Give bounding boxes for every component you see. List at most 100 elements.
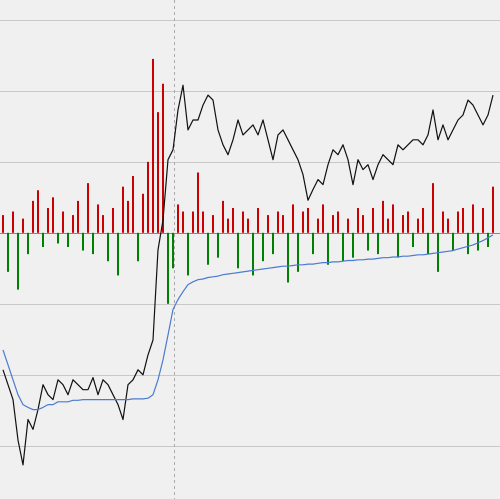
bar	[262, 232, 264, 262]
bar	[472, 204, 474, 233]
bar	[57, 232, 59, 244]
bar	[132, 176, 134, 233]
bar	[47, 207, 49, 233]
bar	[102, 215, 104, 233]
bar	[362, 215, 364, 233]
bar	[12, 211, 14, 233]
bar	[292, 204, 294, 233]
bar	[162, 83, 164, 233]
bar	[457, 211, 459, 233]
bar	[52, 197, 54, 233]
bar	[462, 207, 464, 233]
bar	[107, 232, 109, 262]
bar	[392, 204, 394, 233]
bar	[372, 207, 374, 233]
bar	[22, 218, 24, 233]
bar	[367, 232, 369, 251]
bar	[487, 232, 489, 248]
bar	[72, 215, 74, 233]
bar	[427, 232, 429, 255]
bar	[67, 232, 69, 248]
bar	[267, 215, 269, 233]
bar	[212, 215, 214, 233]
bar	[387, 218, 389, 233]
bar	[77, 200, 79, 233]
bar	[117, 232, 119, 276]
bar	[177, 204, 179, 233]
bar	[382, 200, 384, 233]
bar	[322, 204, 324, 233]
bar	[32, 200, 34, 233]
bar	[402, 215, 404, 233]
bar	[182, 211, 184, 233]
bar	[417, 218, 419, 233]
bar	[112, 207, 114, 233]
bar	[232, 207, 234, 233]
bar	[2, 215, 4, 233]
bar	[317, 218, 319, 233]
bar	[257, 207, 259, 233]
bar	[187, 232, 189, 276]
bar	[307, 207, 309, 233]
bar	[477, 232, 479, 251]
bar	[157, 112, 159, 233]
bar	[42, 232, 44, 248]
bar	[332, 215, 334, 233]
bar	[337, 211, 339, 233]
bar	[217, 232, 219, 258]
bar	[227, 218, 229, 233]
bar	[222, 200, 224, 233]
bar	[127, 200, 129, 233]
bar	[92, 232, 94, 255]
bar	[252, 232, 254, 276]
bar	[167, 232, 169, 304]
bar	[327, 232, 329, 265]
bar	[242, 211, 244, 233]
bar	[422, 207, 424, 233]
bar	[407, 211, 409, 233]
bar	[7, 232, 9, 272]
bar	[147, 161, 149, 233]
bar	[357, 207, 359, 233]
bar	[347, 218, 349, 233]
bar	[297, 232, 299, 272]
line	[2, 234, 494, 411]
bar	[122, 186, 124, 233]
bar	[197, 172, 199, 233]
bar	[137, 232, 139, 262]
bar	[452, 232, 454, 251]
bar	[172, 232, 174, 269]
bar	[87, 183, 89, 233]
bar	[492, 186, 494, 233]
bar	[27, 232, 29, 255]
bar	[287, 232, 289, 283]
bar	[62, 211, 64, 233]
bar	[447, 218, 449, 233]
bar	[277, 211, 279, 233]
bar	[412, 232, 414, 248]
bar	[142, 193, 144, 233]
bar	[352, 232, 354, 258]
bar	[432, 183, 434, 233]
bar	[202, 211, 204, 233]
bar	[397, 232, 399, 258]
bar	[312, 232, 314, 255]
bar	[282, 215, 284, 233]
bar	[97, 204, 99, 233]
bar	[237, 232, 239, 269]
bar	[192, 211, 194, 233]
bar	[82, 232, 84, 251]
bar	[17, 232, 19, 290]
bar	[247, 218, 249, 233]
bar	[467, 232, 469, 255]
bar	[207, 232, 209, 265]
bar	[272, 232, 274, 255]
bar	[377, 232, 379, 255]
bar	[152, 58, 154, 233]
line	[2, 84, 494, 466]
bar	[37, 190, 39, 233]
bar	[482, 207, 484, 233]
bar	[342, 232, 344, 262]
